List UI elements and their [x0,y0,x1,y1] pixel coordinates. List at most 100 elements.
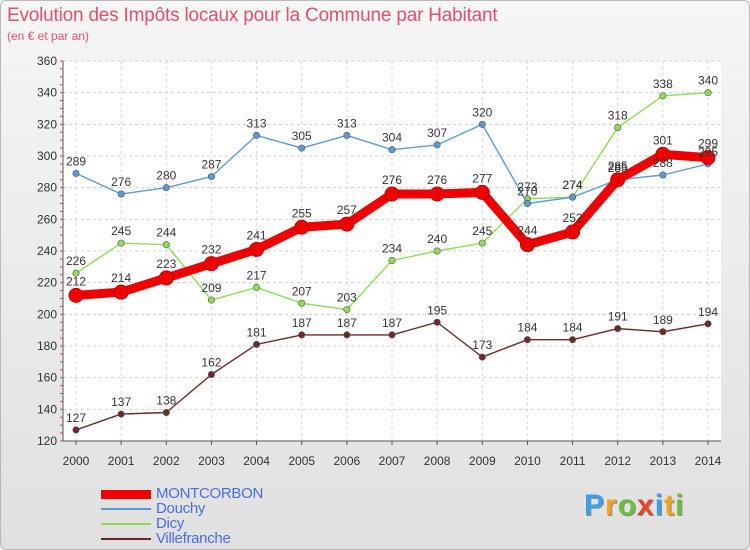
data-label-dicy: 226 [66,254,86,268]
y-tick-label: 260 [37,212,57,226]
data-point-douchy [343,131,351,139]
data-point-dicy [388,256,396,264]
data-label-montcorbon: 276 [382,173,402,187]
data-label-douchy: 288 [653,156,673,170]
data-point-douchy [207,173,215,181]
data-label-villefranche: 184 [517,321,537,335]
y-tick-label: 140 [37,402,57,416]
data-label-montcorbon: 223 [156,257,176,271]
data-point-villefranche [72,426,80,434]
data-label-villefranche: 184 [563,321,583,335]
data-label-douchy: 313 [247,116,267,130]
data-point-montcorbon [655,146,671,162]
y-tick-label: 320 [37,117,57,131]
data-point-montcorbon [610,172,626,188]
data-point-montcorbon [158,270,174,286]
legend-item-villefranche: Villefranche [101,530,401,547]
data-label-montcorbon: 232 [201,243,221,257]
data-point-dicy [117,239,125,247]
data-label-dicy: 318 [608,109,628,123]
data-label-dicy: 234 [382,242,402,256]
data-point-villefranche [569,336,577,344]
data-point-villefranche [659,328,667,336]
x-tick-label: 2008 [424,454,451,468]
data-point-villefranche [704,320,712,328]
data-label-villefranche: 162 [201,356,221,370]
data-point-douchy [478,120,486,128]
x-tick-label: 2005 [288,454,315,468]
data-point-douchy [523,200,531,208]
data-point-montcorbon [519,237,535,253]
legend-label: Douchy [156,500,206,517]
x-tick-label: 2007 [379,454,406,468]
data-label-villefranche: 187 [292,316,312,330]
data-label-villefranche: 173 [472,338,492,352]
data-point-dicy [207,296,215,304]
data-point-villefranche [388,331,396,339]
data-label-dicy: 217 [247,268,267,282]
data-point-dicy [433,247,441,255]
legend-swatch [101,489,151,499]
data-point-dicy [343,306,351,314]
y-tick-label: 160 [37,371,57,385]
legend-item-montcorbon: MONTCORBON [101,485,401,502]
legend-swatch [101,508,151,510]
data-point-douchy [388,146,396,154]
data-point-villefranche [298,331,306,339]
y-tick-label: 280 [37,181,57,195]
data-label-douchy: 295 [698,145,718,159]
data-label-dicy: 273 [517,180,537,194]
legend-label: Dicy [156,515,184,532]
logo-letter: P [584,489,606,522]
data-point-douchy [72,169,80,177]
proxiti-logo: Proxiti [584,489,684,523]
data-label-douchy: 307 [427,126,447,140]
data-point-villefranche [433,318,441,326]
data-point-dicy [478,239,486,247]
chart-subtitle: (en € et par an) [7,29,90,43]
data-point-douchy [253,131,261,139]
y-tick-label: 200 [37,307,57,321]
data-point-montcorbon [565,224,581,240]
data-label-villefranche: 189 [653,313,673,327]
y-tick-label: 360 [37,54,57,68]
data-point-douchy [117,190,125,198]
logo-letter: t [664,489,676,522]
data-label-douchy: 304 [382,131,402,145]
data-label-douchy: 270 [517,185,537,199]
data-point-douchy [298,144,306,152]
chart-legend: MONTCORBON Douchy Dicy Villefranche [101,485,401,547]
legend-item-douchy: Douchy [101,500,401,517]
data-point-douchy [659,171,667,179]
data-label-montcorbon: 276 [427,173,447,187]
x-tick-label: 2003 [198,454,225,468]
data-label-dicy: 340 [698,74,718,88]
data-label-douchy: 320 [472,105,492,119]
data-label-montcorbon: 244 [517,224,537,238]
data-point-douchy [569,193,577,201]
data-point-montcorbon [294,219,310,235]
y-tick-label: 300 [37,149,57,163]
data-label-douchy: 289 [66,154,86,168]
x-tick-label: 2014 [695,454,722,468]
data-label-montcorbon: 255 [292,206,312,220]
data-point-villefranche [207,370,215,378]
data-label-villefranche: 137 [111,395,131,409]
data-point-montcorbon [474,184,490,200]
legend-label: Villefranche [156,530,231,547]
data-label-dicy: 240 [427,232,447,246]
data-label-montcorbon: 277 [472,171,492,185]
data-point-douchy [433,141,441,149]
data-point-montcorbon [68,287,84,303]
legend-label: MONTCORBON [156,485,263,502]
x-tick-label: 2006 [334,454,361,468]
data-label-montcorbon: 241 [247,228,267,242]
data-point-dicy [253,283,261,291]
data-label-douchy: 280 [156,169,176,183]
data-label-dicy: 245 [472,224,492,238]
data-label-montcorbon: 212 [66,274,86,288]
data-label-dicy: 209 [201,281,221,295]
data-label-dicy: 338 [653,77,673,91]
